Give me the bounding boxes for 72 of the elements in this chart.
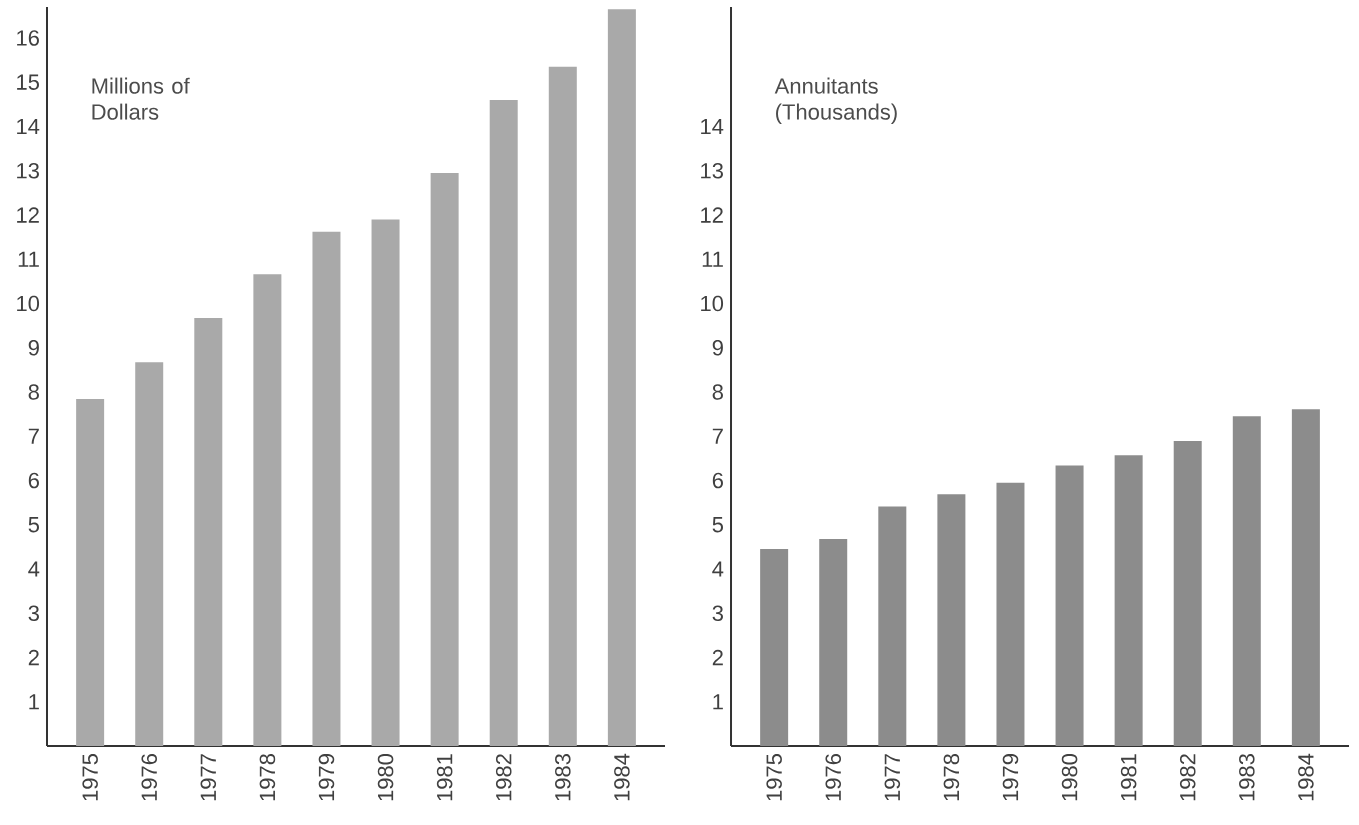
y-tick-label: 10 [17, 295, 40, 312]
y-tick-label: 9 [712, 339, 723, 356]
bar [548, 66, 577, 746]
y-tick-label: 1 [713, 694, 723, 710]
y-tick-label: 14 [701, 118, 724, 135]
y-tick-label: 4 [28, 561, 40, 577]
x-tick-label: 1983 [1239, 754, 1255, 801]
y-tick-label: 3 [712, 605, 723, 622]
x-tick-label: 1983 [555, 754, 571, 801]
y-tick-label: 15 [17, 74, 39, 90]
y-tick-label: 13 [701, 162, 723, 179]
y-tick-label: 12 [17, 207, 39, 223]
bar [430, 172, 459, 746]
y-tick-label: 10 [701, 295, 724, 312]
bar [135, 362, 164, 746]
y-axis-title: Millions of Dollars [92, 77, 190, 120]
y-tick-label: 11 [18, 251, 39, 267]
y-tick-label: 7 [28, 428, 39, 444]
x-tick-label: 1978 [259, 754, 276, 801]
bar [76, 399, 105, 746]
y-tick-label: 2 [712, 649, 723, 666]
y-tick-label: 11 [702, 251, 723, 267]
y-tick-label: 2 [28, 649, 39, 666]
bar [253, 274, 282, 746]
y-tick-label: 5 [712, 517, 723, 533]
bar [1232, 416, 1261, 746]
bar [194, 318, 223, 746]
bar [1055, 465, 1084, 746]
x-tick-label: 1984 [1298, 753, 1314, 801]
bar [607, 9, 636, 746]
y-tick-label: 1 [29, 694, 39, 710]
x-tick-label: 1975 [82, 754, 98, 801]
bar [1173, 441, 1202, 746]
x-tick-label: 1976 [825, 754, 842, 801]
x-tick-label: 1980 [1061, 753, 1078, 801]
y-tick-label: 6 [712, 472, 723, 489]
y-tick-label: 8 [712, 384, 723, 400]
x-tick-label: 1979 [318, 754, 335, 801]
x-tick-label: 1982 [495, 754, 512, 801]
bar [312, 231, 341, 746]
y-tick-label: 4 [712, 561, 724, 577]
bar [996, 482, 1025, 746]
x-tick-label: 1976 [141, 754, 158, 801]
y-axis-title: Annuitants (Thousands) [774, 77, 897, 125]
y-tick-label: 7 [712, 428, 723, 444]
x-tick-label: 1978 [943, 754, 960, 801]
y-tick-label: 16 [17, 30, 39, 46]
x-tick-label: 1979 [1002, 754, 1019, 801]
bar [878, 506, 907, 746]
y-tick-label: 8 [28, 384, 39, 400]
y-tick-label: 13 [17, 162, 39, 179]
bar [1114, 455, 1143, 746]
y-tick-label: 12 [701, 207, 723, 223]
y-tick-label: 6 [28, 472, 39, 489]
bar [489, 99, 518, 746]
y-tick-label: 5 [28, 517, 39, 533]
bar [371, 219, 400, 746]
x-tick-label: 1977 [200, 754, 217, 801]
x-tick-label: 1975 [766, 754, 782, 801]
x-tick-label: 1984 [614, 753, 630, 801]
bar [937, 494, 966, 746]
bar [1291, 409, 1320, 746]
bar [819, 538, 848, 746]
x-tick-label: 1980 [377, 753, 394, 801]
bar [760, 549, 789, 746]
x-tick-label: 1977 [884, 754, 901, 801]
y-tick-label: 3 [28, 605, 39, 622]
y-tick-label: 9 [28, 339, 39, 356]
x-tick-label: 1981 [1120, 754, 1137, 801]
x-tick-label: 1981 [436, 754, 453, 801]
y-tick-label: 14 [17, 118, 40, 135]
x-tick-label: 1982 [1179, 754, 1196, 801]
